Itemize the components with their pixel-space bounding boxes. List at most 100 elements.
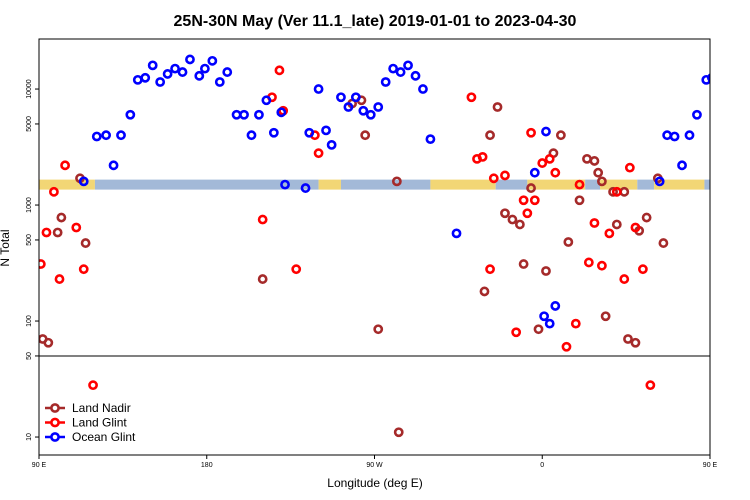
ocean-glint-point [544,318,555,329]
legend-marker [50,403,60,413]
ocean-glint-point [358,105,369,116]
land-nadir-point [658,238,669,248]
land-glint-point [274,65,285,76]
latitude-bar-segment [600,179,638,190]
ocean-glint-point [395,67,406,77]
y-tick-label: 10 [26,433,33,441]
land-glint-point [561,341,572,352]
land-nadir-point [485,130,495,141]
land-nadir-point [596,176,607,187]
land-nadir-point [43,337,54,348]
ocean-glint-point [280,179,290,190]
y-tick-label: 1000 [26,197,33,213]
land-glint-point [518,195,529,206]
land-glint-point [71,222,82,233]
latitude-bar-segment [39,179,95,190]
ocean-glint-point [541,126,551,137]
latitude-bar-segment [430,179,496,190]
ocean-glint-point [365,109,376,120]
ocean-glint-point [78,176,89,187]
ocean-glint-point [418,84,428,94]
land-glint-point [257,214,268,225]
land-glint-point [638,264,648,275]
land-nadir-point [641,212,652,223]
ocean-glint-point [300,183,311,193]
land-nadir-point [393,427,404,438]
chart-title: 25N-30N May (Ver 11.1_late) 2019-01-01 t… [174,13,577,30]
ocean-glint-point [207,55,218,66]
latitude-bar-segment [94,179,319,190]
land-nadir-point [611,219,622,230]
land-nadir-point [623,334,633,344]
land-glint-point [60,160,70,171]
latitude-bar-segment [318,179,341,190]
land-nadir-point [500,208,510,219]
ocean-glint-point [108,160,119,171]
ocean-glint-point [677,160,687,171]
ocean-glint-point [539,311,550,322]
land-nadir-point [589,156,600,166]
ocean-glint-point [231,109,242,120]
ocean-glint-point [276,107,287,118]
land-glint-point [596,260,607,271]
land-glint-point [88,380,98,391]
ocean-glint-point [451,228,462,239]
land-glint-point [41,227,52,238]
land-glint-point [604,228,615,239]
ocean-glint-point [125,109,136,120]
latitude-bar-segment [585,179,601,190]
ocean-glint-point [662,130,673,141]
land-nadir-point [541,266,551,276]
ocean-glint-point [706,73,710,83]
land-nadir-point [563,237,574,247]
ocean-glint-point [684,130,695,141]
latitude-bar-segment [495,179,528,190]
ocean-glint-point [654,176,665,187]
latitude-bar-segment [527,179,586,190]
ocean-glint-point [199,63,210,74]
land-glint-point [511,327,522,338]
legend-marker [50,417,60,428]
ocean-glint-point [170,63,180,74]
ocean-glint-point [529,167,540,178]
land-glint-point [537,158,548,168]
ocean-glint-point [403,60,413,71]
land-nadir-point [555,130,566,141]
land-glint-point [624,162,635,173]
ocean-glint-point [162,69,173,79]
land-glint-point [544,153,555,164]
land-glint-point [477,151,488,162]
ocean-glint-point [246,130,257,141]
y-tick-label: 50 [26,352,33,360]
land-nadir-point [373,324,384,335]
legend-marker [50,432,60,442]
land-glint-point [78,264,89,275]
legend-label: Land Glint [72,416,127,430]
legend-label: Land Nadir [72,401,131,415]
ocean-glint-point [669,131,680,142]
ocean-glint-point [343,102,354,112]
land-glint-point [570,318,581,329]
ocean-glint-point [304,127,315,138]
ocean-glint-point [214,77,225,87]
land-glint-point [529,195,540,206]
land-nadir-point [56,212,67,223]
ocean-glint-point [185,54,195,65]
land-nadir-point [514,219,525,230]
x-tick-label: 0 [540,462,544,469]
land-glint-point [54,274,65,284]
y-tick-label: 100 [26,315,33,327]
land-glint-point [583,257,594,268]
ocean-glint-point [321,125,331,136]
land-glint-point [291,264,302,275]
ocean-glint-point [140,72,151,83]
ocean-glint-point [410,70,421,81]
y-tick-label: 5000 [26,116,33,132]
ocean-glint-point [116,130,126,141]
ocean-glint-point [350,92,361,103]
land-glint-point [313,148,324,159]
land-nadir-point [582,153,592,164]
x-tick-label: 90 E [32,462,47,469]
land-nadir-point [52,227,63,238]
